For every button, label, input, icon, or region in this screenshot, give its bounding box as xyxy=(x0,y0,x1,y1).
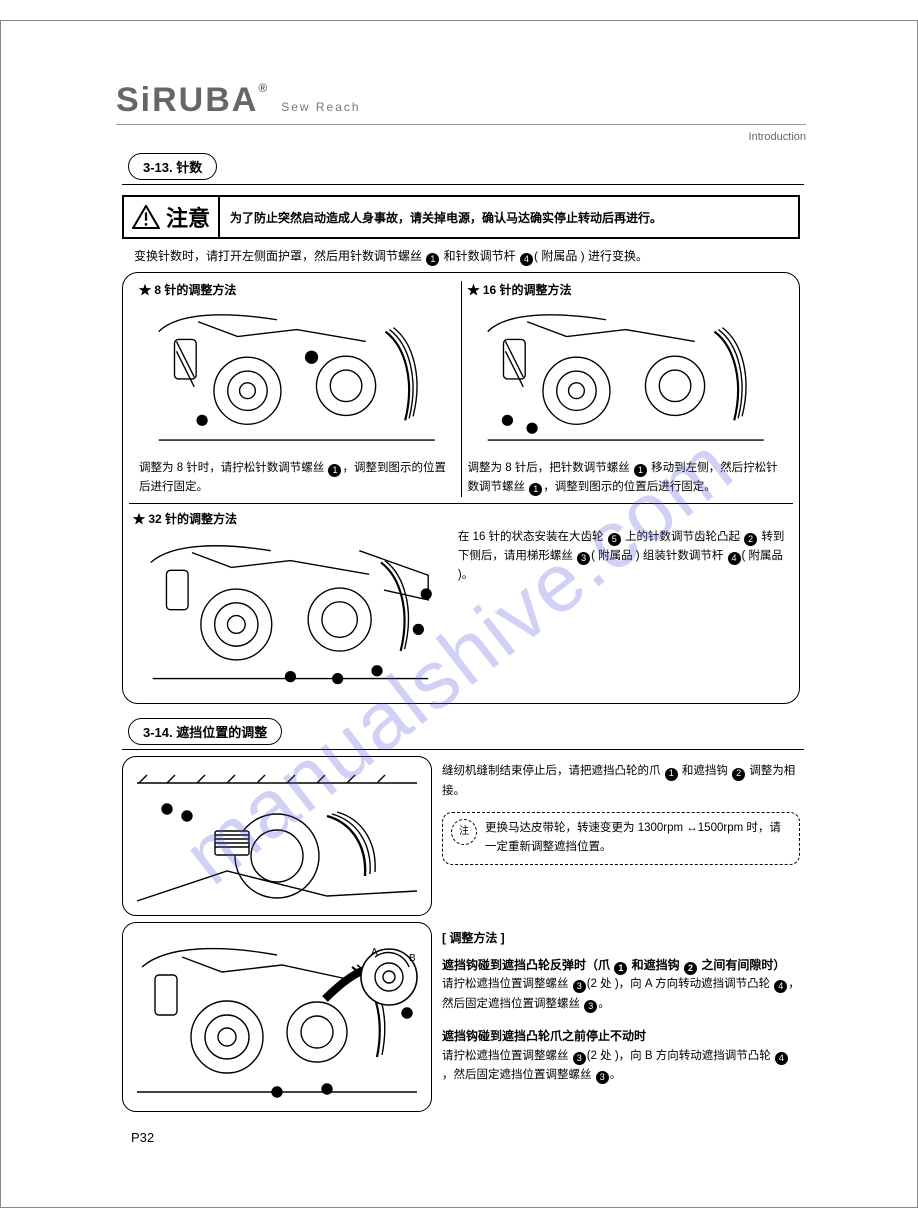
t: 。 xyxy=(610,1069,622,1081)
bullet-1: 1 xyxy=(614,962,627,975)
t: 请拧松遮挡位置调整螺丝 xyxy=(442,1050,572,1062)
intro-line: 变换针数时，请打开左侧面护罩，然后用针数调节螺丝 1 和针数调节杆 4( 附属品… xyxy=(134,247,796,266)
body-1: 请拧松遮挡位置调整螺丝 3(2 处 )，向 A 方向转动遮挡调节凸轮 4，然后固… xyxy=(442,975,800,1014)
t: 调整为 8 针后，把针数调节螺丝 xyxy=(468,462,633,474)
t: 遮挡钩碰到遮挡凸轮反弹时（爪 xyxy=(442,958,613,972)
t: 上的针数调节齿轮凸起 xyxy=(622,531,743,543)
brand-logo: SiRUBA® xyxy=(116,81,269,120)
bullet-4: 4 xyxy=(520,253,533,266)
figure-314b: A B xyxy=(122,922,432,1112)
bullet-4: 4 xyxy=(774,980,787,993)
t: 变换针数时，请打开左侧面护罩，然后用针数调节螺丝 xyxy=(134,249,425,263)
row-8-16: ★ 8 针的调整方法 xyxy=(133,281,789,497)
content-area: SiRUBA® Sew Reach Introduction 3-13. 针数 … xyxy=(116,81,806,1118)
heading-32: ★ 32 针的调整方法 xyxy=(133,510,448,527)
col-32-fig: ★ 32 针的调整方法 xyxy=(133,510,448,693)
stop-position-diagram-b: A B xyxy=(127,927,427,1107)
sub-heading-1: 遮挡钩碰到遮挡凸轮反弹时（爪 1 和遮挡钩 2 之间有间隙时） xyxy=(442,955,800,975)
svg-text:B: B xyxy=(409,953,416,964)
t: 请拧松遮挡位置调整螺丝 xyxy=(442,978,572,990)
heading-16: ★ 16 针的调整方法 xyxy=(468,281,784,298)
divider xyxy=(129,503,793,504)
figure-314a xyxy=(122,756,432,916)
t: ( 附属品 ) 组装针数调节杆 xyxy=(591,550,726,562)
bullet-3: 3 xyxy=(596,1071,609,1084)
bullet-1: 1 xyxy=(529,483,542,496)
heading-8: ★ 8 针的调整方法 xyxy=(139,281,455,298)
mechanism-diagram-8 xyxy=(139,302,455,450)
adjust-panel: ★ 8 针的调整方法 xyxy=(122,272,800,704)
sub-heading-2: 遮挡钩碰到遮挡凸轮爪之前停止不动时 xyxy=(442,1026,800,1046)
note-icon: 注 xyxy=(451,819,477,845)
warning-icon xyxy=(132,205,160,229)
bullet-4: 4 xyxy=(775,1052,788,1065)
stop-position-diagram-a xyxy=(127,761,427,911)
bullet-1: 1 xyxy=(328,464,341,477)
caution-text: 为了防止突然启动造成人身事故，请关掉电源，确认马达确实停止转动后再进行。 xyxy=(220,197,672,237)
caution-box: 注意 为了防止突然启动造成人身事故，请关掉电源，确认马达确实停止转动后再进行。 xyxy=(122,195,800,239)
caution-label-cell: 注意 xyxy=(124,197,220,237)
caution-label: 注意 xyxy=(166,201,210,233)
t: ，调整到图示的位置后进行固定。 xyxy=(543,481,716,493)
t: ，然后固定遮挡位置调整螺丝 xyxy=(442,1069,595,1081)
bullet-1: 1 xyxy=(634,464,647,477)
section-title-314: 3-14. 遮挡位置的调整 xyxy=(128,718,282,745)
t: (2 处 )，向 A 方向转动遮挡调节凸轮 xyxy=(587,978,774,990)
note-box: 注 更换马达皮带轮，转速变更为 1300rpm ↔1500rpm 时，请一定重新… xyxy=(442,812,800,865)
brand-text: SiRUBA xyxy=(116,81,258,119)
caption-8: 调整为 8 针时，请拧松针数调节螺丝 1，调整到图示的位置后进行固定。 xyxy=(139,459,455,497)
bullet-3: 3 xyxy=(584,1000,597,1013)
svg-text:A: A xyxy=(371,947,378,958)
sec314-row1: 缝纫机缝制结束停止后，请把遮挡凸轮的爪 1 和遮挡钩 2 调整为相接。 注 更换… xyxy=(122,756,800,916)
caption-16: 调整为 8 针后，把针数调节螺丝 1 移动到左侧，然后拧松针数调节螺丝 1，调整… xyxy=(468,459,784,497)
bullet-2: 2 xyxy=(744,533,757,546)
sec314-row2: A B [ 调整方法 ] 遮挡钩碰到遮挡凸轮反弹时（爪 1 和遮挡钩 2 之间有… xyxy=(122,922,800,1112)
bullet-2: 2 xyxy=(684,962,697,975)
mechanism-diagram-32 xyxy=(133,531,448,688)
method-heading: [ 调整方法 ] xyxy=(442,928,800,948)
col-16: ★ 16 针的调整方法 xyxy=(461,281,790,497)
note-text: 更换马达皮带轮，转速变更为 1300rpm ↔1500rpm 时，请一定重新调整… xyxy=(485,819,791,858)
t: 之间有间隙时） xyxy=(698,958,785,972)
bullet-3: 3 xyxy=(573,1052,586,1065)
row-32: ★ 32 针的调整方法 xyxy=(133,510,789,693)
bullet-1: 1 xyxy=(665,768,678,781)
bullet-4: 4 xyxy=(728,552,741,565)
t: 缝纫机缝制结束停止后，请把遮挡凸轮的爪 xyxy=(442,765,664,777)
body-2: 请拧松遮挡位置调整螺丝 3(2 处 )，向 B 方向转动遮挡调节凸轮 4，然后固… xyxy=(442,1047,800,1086)
bullet-5: 5 xyxy=(608,533,621,546)
t: (2 处 )，向 B 方向转动遮挡调节凸轮 xyxy=(587,1050,774,1062)
bullet-3: 3 xyxy=(577,552,590,565)
header-row: SiRUBA® Sew Reach xyxy=(116,81,806,125)
bullet-1: 1 xyxy=(426,253,439,266)
t: 在 16 针的状态安装在大齿轮 xyxy=(458,531,607,543)
t: 和针数调节杆 xyxy=(440,249,519,263)
sec314-text2: [ 调整方法 ] 遮挡钩碰到遮挡凸轮反弹时（爪 1 和遮挡钩 2 之间有间隙时）… xyxy=(442,922,800,1112)
brand-reg: ® xyxy=(258,81,269,95)
t: 调整为 8 针时，请拧松针数调节螺丝 xyxy=(139,462,327,474)
rule xyxy=(122,749,804,750)
t: 和遮挡钩 xyxy=(679,765,731,777)
col-8: ★ 8 针的调整方法 xyxy=(133,281,461,497)
t: 。 xyxy=(598,998,610,1010)
t: ( 附属品 ) 进行变换。 xyxy=(534,249,648,263)
mechanism-diagram-16 xyxy=(468,302,784,450)
rule xyxy=(122,184,804,185)
bullet-2: 2 xyxy=(732,768,745,781)
breadcrumb: Introduction xyxy=(116,131,806,143)
page: SiRUBA® Sew Reach Introduction 3-13. 针数 … xyxy=(0,20,918,1208)
page-number: P32 xyxy=(131,1130,154,1145)
bullet-3: 3 xyxy=(573,980,586,993)
sec314-text1: 缝纫机缝制结束停止后，请把遮挡凸轮的爪 1 和遮挡钩 2 调整为相接。 注 更换… xyxy=(442,756,800,916)
section-title-313: 3-13. 针数 xyxy=(128,153,217,180)
brand-tagline: Sew Reach xyxy=(281,100,360,120)
t: 和遮挡钩 xyxy=(628,958,683,972)
caption-32: 在 16 针的状态安装在大齿轮 5 上的针数调节齿轮凸起 2 转到下侧后，请用梯… xyxy=(458,514,789,693)
